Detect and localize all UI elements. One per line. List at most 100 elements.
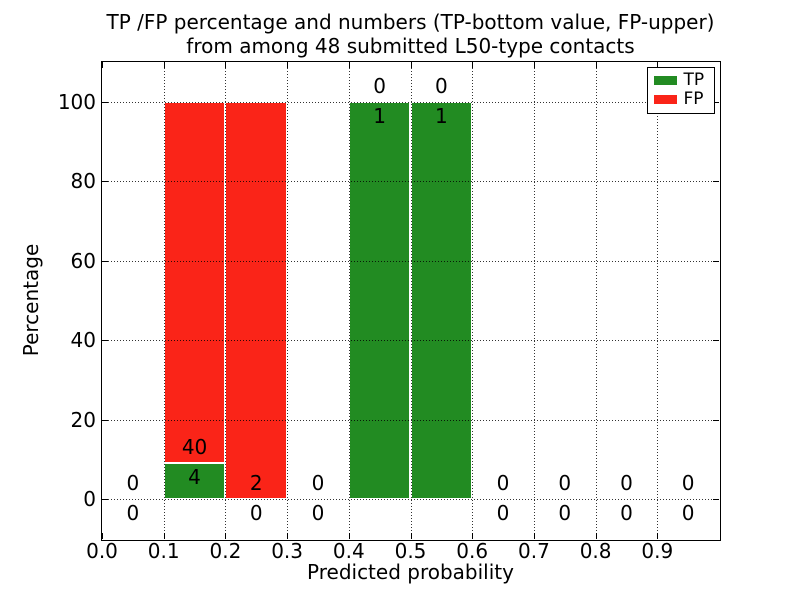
y-tick-mark — [713, 260, 719, 262]
x-tick-mark — [410, 533, 412, 539]
x-tick-mark — [595, 533, 597, 539]
gridline-horizontal — [102, 419, 719, 421]
y-tick-label: 20 — [70, 407, 96, 432]
x-tick-label: 0.6 — [456, 539, 489, 563]
fp-count-label: 0 — [311, 471, 325, 496]
x-tick-label: 0.9 — [641, 539, 674, 563]
y-tick-mark — [713, 181, 719, 183]
legend-label-fp: FP — [683, 89, 704, 110]
x-tick-mark — [102, 533, 103, 539]
chart-title: TP /FP percentage and numbers (TP-bottom… — [102, 10, 719, 58]
y-tick-mark — [102, 101, 108, 103]
gridline-vertical — [163, 62, 165, 539]
fp-count-label: 0 — [126, 471, 140, 496]
x-tick-mark — [472, 533, 474, 539]
x-tick-mark — [410, 62, 412, 68]
gridline-vertical — [410, 62, 412, 539]
y-tick-label: 0 — [83, 487, 96, 512]
tp-count-label: 0 — [620, 501, 633, 526]
x-tick-mark — [348, 62, 350, 68]
tp-count-label: 0 — [496, 501, 510, 526]
gridline-horizontal — [102, 101, 719, 103]
tp-count-label: 0 — [311, 501, 325, 526]
x-tick-mark — [533, 533, 535, 539]
tp-count-label: 0 — [558, 501, 572, 526]
x-tick-label: 0.4 — [332, 539, 365, 563]
fp-count-label: 0 — [434, 73, 448, 98]
y-tick-mark — [102, 340, 108, 342]
fp-count-label: 0 — [681, 471, 695, 496]
chart-title-line2: from among 48 submitted L50-type contact… — [186, 34, 635, 58]
x-tick-label: 0.5 — [394, 539, 427, 563]
y-tick-mark — [102, 499, 108, 501]
y-tick-label: 40 — [70, 328, 96, 353]
x-tick-mark — [595, 62, 597, 68]
legend: TP FP — [646, 66, 715, 114]
x-tick-mark — [657, 62, 659, 68]
y-tick-mark — [713, 101, 719, 103]
bar-segment-fp — [163, 101, 226, 464]
y-tick-mark — [713, 340, 719, 342]
x-tick-label: 0.8 — [579, 539, 612, 563]
x-tick-mark — [225, 533, 227, 539]
y-tick-mark — [102, 260, 108, 262]
y-tick-mark — [713, 499, 719, 501]
y-tick-label: 60 — [70, 248, 96, 273]
fp-count-label: 0 — [373, 73, 387, 98]
x-tick-mark — [287, 533, 289, 539]
tp-count-label: 0 — [249, 501, 263, 526]
x-tick-label: 0.2 — [209, 539, 242, 563]
x-tick-label: 0.1 — [147, 539, 180, 563]
tp-count-label: 1 — [434, 103, 448, 128]
fp-count-label: 0 — [620, 471, 633, 496]
fp-count-label: 0 — [496, 471, 510, 496]
y-tick-label: 100 — [57, 89, 96, 114]
bar-segment-tp — [348, 101, 411, 500]
bar-segment-fp — [225, 101, 288, 500]
fp-count-label: 2 — [249, 471, 263, 496]
gridline-horizontal — [102, 499, 719, 501]
fp-count-label: 0 — [558, 471, 572, 496]
x-tick-mark — [657, 533, 659, 539]
tp-count-label: 0 — [681, 501, 695, 526]
gridline-vertical — [348, 62, 350, 539]
gridline-horizontal — [102, 181, 719, 183]
fp-count-label: 40 — [181, 435, 208, 460]
y-tick-mark — [713, 419, 719, 421]
gridline-vertical — [287, 62, 289, 539]
y-tick-mark — [102, 419, 108, 421]
x-tick-mark — [225, 62, 227, 68]
x-tick-mark — [163, 62, 165, 68]
x-tick-mark — [348, 533, 350, 539]
x-tick-mark — [163, 533, 165, 539]
x-axis-label: Predicted probability — [307, 560, 514, 584]
legend-entry-fp: FP — [653, 89, 708, 110]
x-tick-label: 0.7 — [517, 539, 550, 563]
legend-entry-tp: TP — [653, 69, 708, 90]
tp-count-label: 0 — [126, 501, 140, 526]
y-tick-mark — [102, 181, 108, 183]
tp-color-swatch-icon — [653, 75, 677, 85]
legend-label-tp: TP — [683, 69, 705, 90]
bar-segment-tp — [163, 463, 226, 500]
gridline-horizontal — [102, 340, 719, 342]
y-tick-label: 80 — [70, 169, 96, 194]
gridline-vertical — [225, 62, 227, 539]
fp-color-swatch-icon — [653, 95, 677, 105]
gridline-vertical — [533, 62, 535, 539]
gridline-vertical — [595, 62, 597, 539]
bar-segment-tp — [410, 101, 473, 500]
chart-title-line1: TP /FP percentage and numbers (TP-bottom… — [106, 10, 715, 34]
x-tick-mark — [102, 62, 103, 68]
x-tick-mark — [533, 62, 535, 68]
x-tick-mark — [472, 62, 474, 68]
tp-count-label: 4 — [188, 465, 201, 490]
x-tick-label: 0.3 — [271, 539, 303, 563]
gridline-vertical — [657, 62, 659, 539]
x-tick-mark — [287, 62, 289, 68]
gridline-vertical — [472, 62, 474, 539]
gridline-horizontal — [102, 260, 719, 262]
tp-count-label: 1 — [373, 103, 387, 128]
